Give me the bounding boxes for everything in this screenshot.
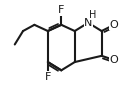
Text: O: O	[110, 55, 118, 65]
Text: F: F	[58, 5, 65, 15]
Text: F: F	[45, 72, 51, 82]
Text: O: O	[110, 20, 118, 30]
Text: H: H	[89, 10, 97, 20]
Text: N: N	[84, 18, 92, 28]
